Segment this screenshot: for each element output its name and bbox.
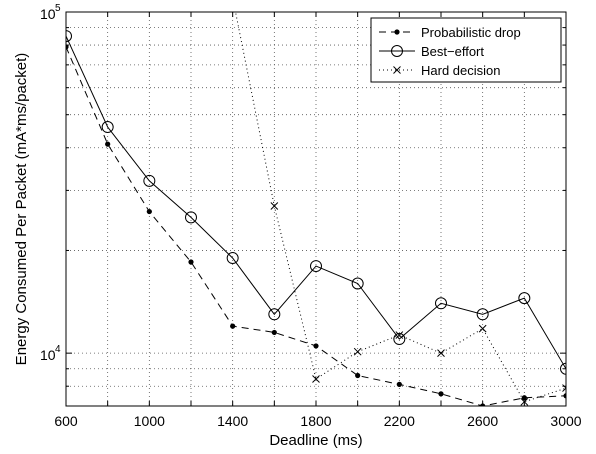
data-point — [313, 343, 319, 349]
data-point — [226, 252, 239, 265]
series-hard-decision — [229, 0, 566, 406]
data-point — [268, 308, 281, 321]
data-point — [391, 45, 403, 57]
data-point — [521, 395, 527, 401]
data-point — [562, 384, 566, 392]
y-tick-label-base: 10 — [40, 6, 56, 22]
data-point — [66, 44, 69, 50]
data-point — [355, 372, 361, 379]
data-point — [438, 391, 444, 397]
data-point — [312, 375, 320, 383]
data-point-stroke — [229, 0, 236, 1]
y-tick-label-base: 10 — [40, 347, 56, 363]
x-tick-label: 1800 — [300, 413, 331, 429]
data-point — [101, 121, 114, 134]
y-axis-label: Energy Consumed Per Packet (mA*ms/packet… — [13, 53, 30, 366]
data-point — [563, 393, 566, 399]
x-tick-label: 3000 — [550, 413, 581, 429]
data-point — [476, 308, 489, 321]
legend-label: Probabilistic drop — [421, 25, 521, 40]
y-tick-label: 10 5 — [40, 3, 61, 22]
plot-frame — [65, 11, 567, 407]
data-point — [105, 141, 111, 147]
data-point — [351, 277, 364, 290]
data-point — [518, 292, 531, 305]
data-point-stroke — [353, 347, 362, 356]
data-point — [353, 347, 362, 356]
legend-entry: Hard decision — [379, 63, 501, 78]
data-point — [270, 202, 279, 210]
data-point — [66, 30, 72, 43]
x-tick-label: 2200 — [384, 413, 415, 429]
data-point-stroke — [229, 0, 236, 1]
y-tick-label-exponent: 5 — [55, 3, 61, 14]
data-point-stroke — [437, 349, 445, 358]
data-point — [146, 208, 152, 215]
x-axis-label: Deadline (ms) — [269, 432, 362, 449]
x-tick-label: 2600 — [467, 413, 498, 429]
y-tick-label: 10 4 — [40, 344, 61, 363]
data-point-stroke — [395, 331, 404, 339]
data-point — [396, 381, 402, 387]
data-point-stroke — [478, 324, 487, 333]
data-point — [480, 403, 486, 406]
data-point — [393, 66, 401, 74]
x-tick-label: 600 — [54, 413, 78, 429]
data-point — [230, 323, 236, 329]
x-tick-label: 1400 — [217, 413, 248, 429]
data-point — [393, 333, 406, 346]
x-tick-label: 1000 — [134, 413, 165, 429]
data-point — [143, 174, 156, 187]
legend-label: Hard decision — [421, 63, 501, 78]
data-point-stroke — [562, 384, 566, 389]
data-point — [520, 397, 529, 406]
legend: Probabilistic drop Best−effort Hard decisi… — [370, 17, 562, 83]
data-point — [188, 259, 194, 265]
series-line — [66, 35, 566, 370]
data-point-stroke — [520, 397, 529, 406]
legend-label: Best−effort — [421, 44, 484, 59]
series-probabilistic-drop — [66, 44, 566, 406]
data-point — [229, 0, 236, 1]
data-point-stroke — [562, 387, 566, 392]
legend-entry: Best−effort — [379, 44, 484, 59]
legend-entry: Probabilistic drop — [379, 25, 521, 40]
data-point-stroke — [393, 66, 401, 74]
y-tick-label-exponent: 4 — [55, 344, 61, 355]
data-point — [395, 331, 404, 339]
series-best-effort — [66, 30, 566, 375]
data-point-stroke — [312, 375, 320, 383]
data-point — [310, 260, 322, 273]
data-point-stroke — [270, 202, 279, 210]
data-point — [394, 29, 400, 35]
data-point — [437, 349, 445, 358]
data-point — [560, 362, 566, 375]
series-layer — [66, 0, 566, 406]
data-point — [478, 324, 487, 333]
data-point — [435, 297, 447, 310]
data-point — [271, 329, 277, 336]
data-point — [185, 211, 197, 224]
